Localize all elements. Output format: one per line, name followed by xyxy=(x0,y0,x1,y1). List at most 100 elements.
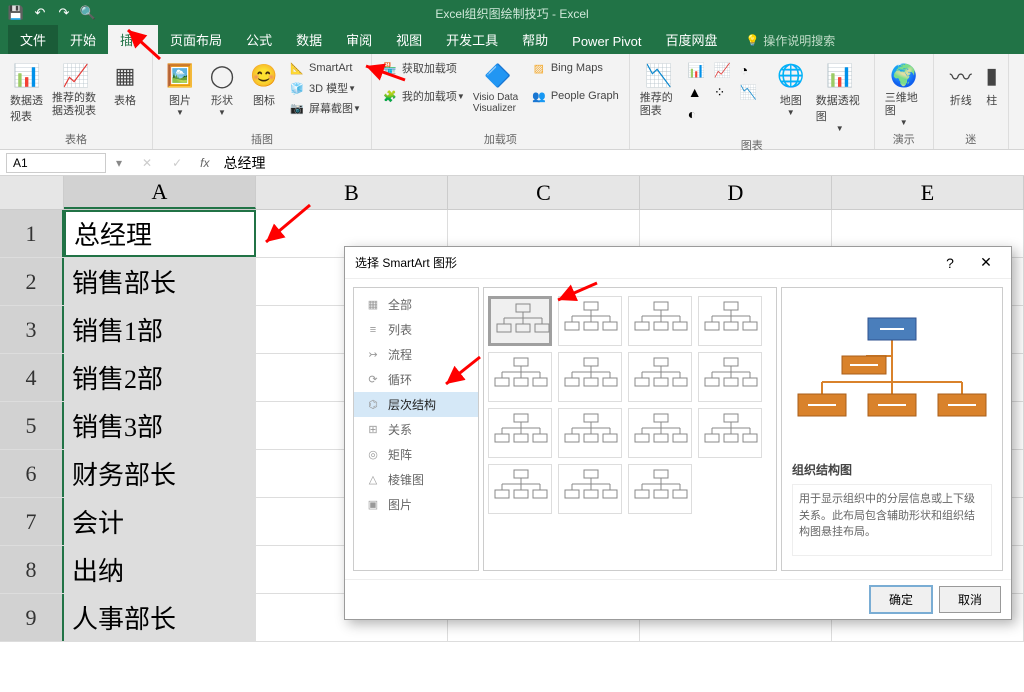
cell-A8[interactable]: 出纳 xyxy=(64,546,256,593)
gallery-item-1[interactable] xyxy=(558,296,622,346)
sparkcol-button[interactable]: ▮柱 xyxy=(982,58,1002,110)
maps-button[interactable]: 🌐地图▼ xyxy=(770,58,812,119)
col-header-C[interactable]: C xyxy=(448,176,640,209)
cell-A7[interactable]: 会计 xyxy=(64,498,256,545)
gallery-item-11[interactable] xyxy=(698,408,762,458)
gallery-item-12[interactable] xyxy=(488,464,552,514)
cell-A9[interactable]: 人事部长 xyxy=(64,594,256,641)
name-box[interactable] xyxy=(6,153,106,173)
gallery-item-6[interactable] xyxy=(628,352,692,402)
gallery-item-5[interactable] xyxy=(558,352,622,402)
tab-devtools[interactable]: 开发工具 xyxy=(434,25,510,54)
chart-bar-icon[interactable]: 📊 xyxy=(688,62,712,82)
tab-formulas[interactable]: 公式 xyxy=(234,25,284,54)
category-图片[interactable]: ▣图片 xyxy=(354,492,478,517)
ok-button[interactable]: 确定 xyxy=(869,585,933,614)
screenshot-button[interactable]: 📷屏幕截图 ▼ xyxy=(285,98,365,118)
pivottable-button[interactable]: 📊数据透视表 xyxy=(6,58,48,126)
row-header-8[interactable]: 8 xyxy=(0,546,64,593)
model3d-button[interactable]: 🧊3D 模型 ▼ xyxy=(285,78,365,98)
tell-me-search[interactable]: 操作说明搜索 xyxy=(738,27,844,54)
cell-A3[interactable]: 销售1部 xyxy=(64,306,256,353)
map3d-button[interactable]: 🌍三维地图▼ xyxy=(881,58,927,129)
tab-view[interactable]: 视图 xyxy=(384,25,434,54)
table-button[interactable]: ▦表格 xyxy=(104,58,146,110)
col-header-B[interactable]: B xyxy=(256,176,448,209)
category-循环[interactable]: ⟳循环 xyxy=(354,367,478,392)
row-header-4[interactable]: 4 xyxy=(0,354,64,401)
chart-line-icon[interactable]: 📈 xyxy=(714,62,738,82)
gallery-item-13[interactable] xyxy=(558,464,622,514)
tab-data[interactable]: 数据 xyxy=(284,25,334,54)
pivotchart-button[interactable]: 📊数据透视图▼ xyxy=(812,58,868,135)
shapes-button[interactable]: ◯形状▼ xyxy=(201,58,243,119)
category-棱锥图[interactable]: △棱锥图 xyxy=(354,467,478,492)
dialog-close-icon[interactable]: ✕ xyxy=(971,254,1001,271)
tab-review[interactable]: 审阅 xyxy=(334,25,384,54)
tab-file[interactable]: 文件 xyxy=(8,25,58,54)
chart-area-icon[interactable]: ▲ xyxy=(688,84,712,104)
visio-button[interactable]: 🔷Visio Data Visualizer xyxy=(469,58,527,116)
chart-pie-icon[interactable]: ◔ xyxy=(740,62,764,82)
gallery-item-14[interactable] xyxy=(628,464,692,514)
col-header-E[interactable]: E xyxy=(832,176,1024,209)
dropdown-icon[interactable]: ▾ xyxy=(106,156,132,170)
gallery-item-8[interactable] xyxy=(488,408,552,458)
get-addins-button[interactable]: 🏪获取加载项 xyxy=(378,58,469,78)
gallery-item-4[interactable] xyxy=(488,352,552,402)
tab-help[interactable]: 帮助 xyxy=(510,25,560,54)
tab-powerpivot[interactable]: Power Pivot xyxy=(560,29,653,54)
quick-access-toolbar: Excel组织图绘制技巧 - Excel 💾 ↶ ↷ 🔍 xyxy=(0,0,1024,26)
row-header-2[interactable]: 2 xyxy=(0,258,64,305)
category-列表[interactable]: ≡列表 xyxy=(354,317,478,342)
tab-insert[interactable]: 插入 xyxy=(108,25,158,54)
row-header-9[interactable]: 9 xyxy=(0,594,64,641)
gallery-item-7[interactable] xyxy=(698,352,762,402)
category-矩阵[interactable]: ◎矩阵 xyxy=(354,442,478,467)
category-层次结构[interactable]: ⌬层次结构 xyxy=(354,392,478,417)
gallery-item-0[interactable] xyxy=(488,296,552,346)
dialog-help-icon[interactable]: ? xyxy=(935,255,965,271)
gallery-item-10[interactable] xyxy=(628,408,692,458)
preview-description: 用于显示组织中的分层信息或上下级关系。此布局包含辅助形状和组织结构图悬挂布局。 xyxy=(792,484,992,556)
icons-button[interactable]: 😊图标 xyxy=(243,58,285,110)
category-全部[interactable]: ▦全部 xyxy=(354,292,478,317)
row-header-6[interactable]: 6 xyxy=(0,450,64,497)
row-header-3[interactable]: 3 xyxy=(0,306,64,353)
people-graph-button[interactable]: 👥People Graph xyxy=(527,86,623,106)
col-header-D[interactable]: D xyxy=(640,176,832,209)
cell-A5[interactable]: 销售3部 xyxy=(64,402,256,449)
tab-home[interactable]: 开始 xyxy=(58,25,108,54)
gallery-item-9[interactable] xyxy=(558,408,622,458)
col-header-A[interactable]: A xyxy=(64,176,256,209)
chart-stock-icon[interactable]: 📉 xyxy=(740,84,764,104)
cell-A6[interactable]: 财务部长 xyxy=(64,450,256,497)
smartart-button[interactable]: 📐SmartArt xyxy=(285,58,365,78)
cell-A4[interactable]: 销售2部 xyxy=(64,354,256,401)
category-流程[interactable]: ↣流程 xyxy=(354,342,478,367)
tab-baidu[interactable]: 百度网盘 xyxy=(654,25,730,54)
row-header-5[interactable]: 5 xyxy=(0,402,64,449)
fx-icon[interactable]: fx xyxy=(192,156,217,170)
rec-charts-button[interactable]: 📉推荐的图表 xyxy=(636,58,682,120)
bing-maps-button[interactable]: ▨Bing Maps xyxy=(527,58,623,78)
gallery-item-3[interactable] xyxy=(698,296,762,346)
cancel-fx-icon[interactable]: ✕ xyxy=(132,156,162,170)
chart-scatter-icon[interactable]: ⁘ xyxy=(714,84,738,104)
cell-A1[interactable]: 总经理 xyxy=(64,210,256,257)
row-header-7[interactable]: 7 xyxy=(0,498,64,545)
pictures-button[interactable]: 🖼️图片▼ xyxy=(159,58,201,119)
row-header-1[interactable]: 1 xyxy=(0,210,64,257)
my-addins-button[interactable]: 🧩我的加载项 ▼ xyxy=(378,86,469,106)
cell-A2[interactable]: 销售部长 xyxy=(64,258,256,305)
cancel-button[interactable]: 取消 xyxy=(939,586,1001,613)
gallery-item-2[interactable] xyxy=(628,296,692,346)
confirm-fx-icon[interactable]: ✓ xyxy=(162,156,192,170)
chart-combo-icon[interactable]: ◐ xyxy=(688,106,712,126)
tab-layout[interactable]: 页面布局 xyxy=(158,25,234,54)
group-illust-label: 插图 xyxy=(159,129,365,149)
category-关系[interactable]: ⊞关系 xyxy=(354,417,478,442)
recommended-pivot-button[interactable]: 📈推荐的数据透视表 xyxy=(48,58,104,120)
formula-input[interactable] xyxy=(218,153,1024,173)
select-all-corner[interactable] xyxy=(0,176,64,209)
